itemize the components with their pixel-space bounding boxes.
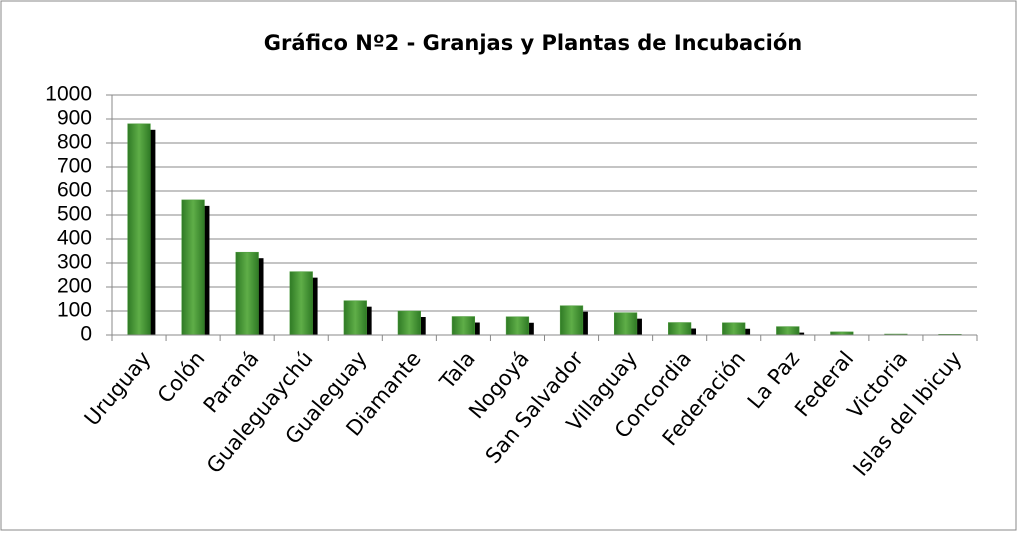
bar [505,316,530,336]
bar [668,322,692,336]
bar [559,305,584,336]
y-tick-label: 900 [57,107,92,130]
chart-title: Gráfico Nº2 - Granjas y Plantas de Incub… [264,31,802,55]
bar [451,316,476,336]
bar [289,271,313,336]
y-tick-label: 100 [57,299,92,322]
bar [127,123,151,336]
y-tick-label: 200 [57,275,92,298]
y-tick-label: 800 [57,131,92,154]
y-tick-label: 1000 [45,83,92,106]
y-tick-label: 400 [57,227,92,250]
bar [397,310,421,336]
bar [722,322,746,336]
y-tick-label: 500 [57,203,92,226]
y-tick-label: 300 [57,251,92,274]
bar [181,199,205,336]
y-tick-label: 600 [57,179,92,202]
bar [343,300,367,336]
bar [235,251,259,336]
bar [613,312,638,336]
bar [776,326,800,336]
y-tick-label: 700 [57,155,92,178]
y-tick-label: 0 [80,323,92,346]
